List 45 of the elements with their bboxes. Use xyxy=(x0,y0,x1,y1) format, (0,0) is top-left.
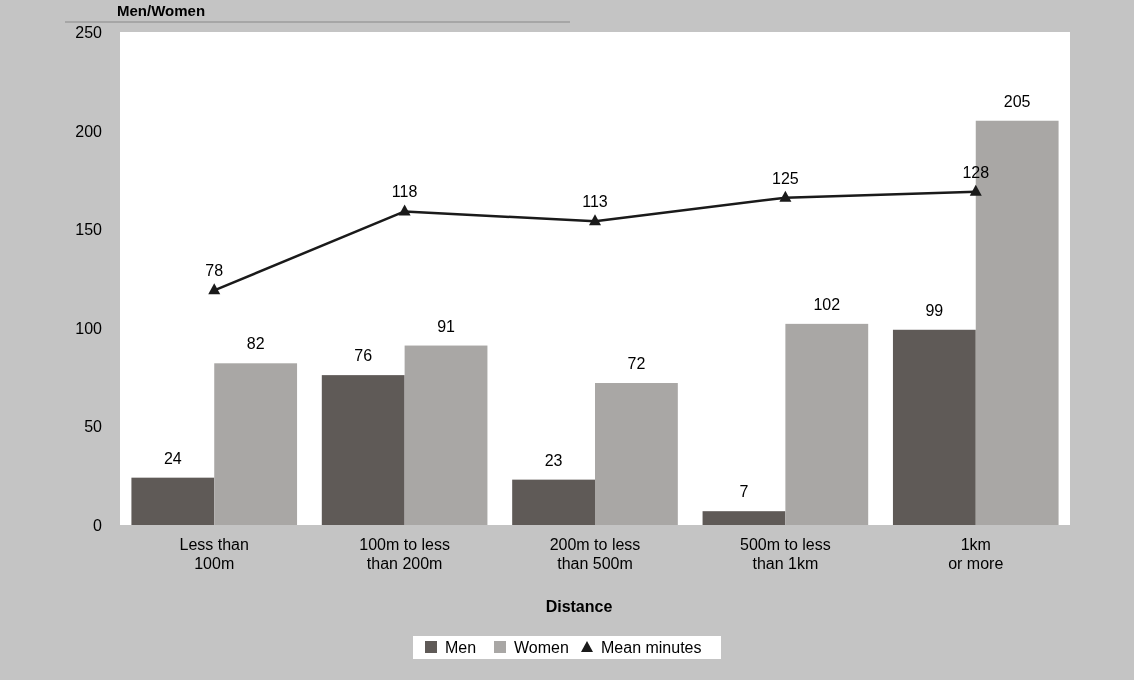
data-label: 118 xyxy=(391,183,418,201)
data-label: 125 xyxy=(772,169,799,187)
y-tick-label: 0 xyxy=(93,517,103,534)
y-tick-label: 100 xyxy=(75,319,103,337)
x-axis-title: Distance xyxy=(545,598,613,615)
bar xyxy=(595,383,678,525)
bar xyxy=(702,511,786,525)
point xyxy=(969,184,982,196)
legend-label: Women xyxy=(514,639,569,656)
bar xyxy=(785,323,869,525)
data-label: 205 xyxy=(1003,92,1031,110)
data-label: 72 xyxy=(627,355,646,373)
x-tick-label: Less than 100m xyxy=(179,536,249,572)
legend-label: Men xyxy=(445,639,477,656)
legend-label: Mean minutes xyxy=(601,639,702,656)
bar xyxy=(512,479,595,525)
data-label: 99 xyxy=(925,301,944,319)
data-label: 113 xyxy=(582,193,608,211)
data-label: 24 xyxy=(163,449,182,467)
data-label: 128 xyxy=(962,163,990,181)
bar xyxy=(321,375,405,525)
y-tick-label: 150 xyxy=(75,221,103,239)
point xyxy=(398,204,411,216)
data-label: 102 xyxy=(813,295,841,313)
x-tick-label: 1km or more xyxy=(948,536,1004,572)
x-tick-label: 500m to less than 1km xyxy=(740,536,831,572)
data-label: 7 xyxy=(739,483,749,501)
data-label: 91 xyxy=(437,317,456,335)
y-tick-label: 200 xyxy=(75,122,103,140)
point xyxy=(208,283,221,295)
bar xyxy=(404,345,488,525)
point xyxy=(589,214,601,226)
data-label: 76 xyxy=(354,347,373,365)
bar xyxy=(214,363,298,525)
point xyxy=(779,190,792,202)
data-label: 82 xyxy=(246,335,265,353)
bar xyxy=(131,477,215,525)
bar xyxy=(892,329,976,525)
x-tick-label: 100m to less than 200m xyxy=(359,536,450,572)
data-label: 23 xyxy=(544,451,563,469)
y-axis-title: Men/Women xyxy=(117,2,206,19)
x-tick-label: 200m to less than 500m xyxy=(549,536,641,572)
y-tick-label: 50 xyxy=(84,418,103,436)
y-tick-label: 250 xyxy=(75,24,103,41)
data-label: 78 xyxy=(205,262,224,280)
